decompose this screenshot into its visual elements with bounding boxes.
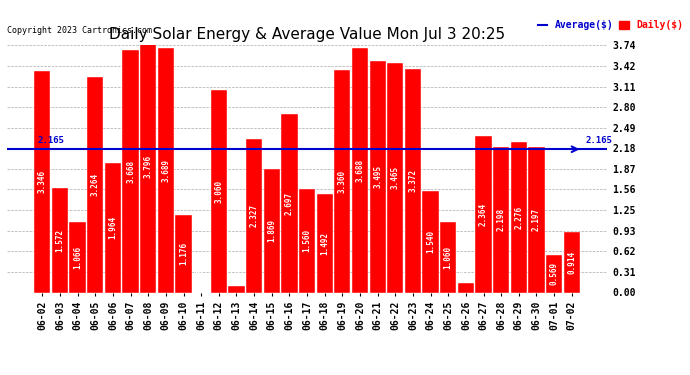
Bar [140, 41, 157, 292]
Legend: Average($), Daily($): Average($), Daily($) [538, 20, 683, 30]
Text: 1.964: 1.964 [108, 216, 117, 239]
Text: 2.198: 2.198 [497, 208, 506, 231]
Bar [105, 162, 121, 292]
Bar [422, 190, 439, 292]
Bar [52, 189, 68, 292]
Bar [457, 283, 474, 292]
Bar [387, 63, 404, 292]
Text: 0.569: 0.569 [550, 262, 559, 285]
Text: 3.060: 3.060 [215, 180, 224, 203]
Bar [264, 169, 280, 292]
Text: 1.176: 1.176 [179, 242, 188, 265]
Text: 2.165: 2.165 [586, 136, 613, 145]
Bar [475, 136, 492, 292]
Bar [493, 147, 509, 292]
Bar [122, 50, 139, 292]
Text: 0.103: 0.103 [232, 261, 241, 284]
Text: 0.143: 0.143 [462, 258, 471, 281]
Bar [317, 194, 333, 292]
Bar [210, 90, 227, 292]
Text: 3.668: 3.668 [126, 160, 135, 183]
Bar [87, 76, 104, 292]
Bar [158, 48, 174, 292]
Text: 1.060: 1.060 [444, 246, 453, 269]
Text: 3.495: 3.495 [373, 165, 382, 188]
Text: 3.465: 3.465 [391, 166, 400, 189]
Text: 3.372: 3.372 [408, 170, 417, 192]
Text: 3.796: 3.796 [144, 155, 152, 178]
Bar [546, 255, 562, 292]
Text: 2.197: 2.197 [532, 208, 541, 231]
Text: 3.264: 3.264 [91, 173, 100, 196]
Text: 2.165: 2.165 [37, 136, 64, 145]
Bar [282, 114, 297, 292]
Text: 3.346: 3.346 [38, 170, 47, 194]
Text: 2.276: 2.276 [514, 206, 523, 229]
Text: 3.360: 3.360 [338, 170, 347, 193]
Text: 0.914: 0.914 [567, 251, 576, 274]
Text: 1.560: 1.560 [302, 230, 312, 252]
Text: 0.000: 0.000 [197, 268, 206, 291]
Text: 3.689: 3.689 [161, 159, 170, 182]
Bar [70, 222, 86, 292]
Bar [228, 286, 244, 292]
Text: 2.697: 2.697 [285, 192, 294, 215]
Bar [246, 138, 262, 292]
Text: 2.364: 2.364 [479, 203, 488, 226]
Bar [334, 70, 351, 292]
Bar [370, 61, 386, 292]
Bar [175, 214, 192, 292]
Bar [511, 142, 527, 292]
Text: 1.492: 1.492 [320, 232, 329, 255]
Text: 2.327: 2.327 [250, 204, 259, 227]
Bar [352, 48, 368, 292]
Bar [529, 147, 544, 292]
Bar [405, 69, 421, 292]
Text: Copyright 2023 Cartronics.com: Copyright 2023 Cartronics.com [7, 26, 152, 35]
Bar [440, 222, 456, 292]
Text: 1.869: 1.869 [267, 219, 276, 242]
Text: 3.688: 3.688 [355, 159, 364, 182]
Bar [564, 232, 580, 292]
Bar [34, 71, 50, 292]
Text: 1.540: 1.540 [426, 230, 435, 253]
Bar [299, 189, 315, 292]
Text: 1.066: 1.066 [73, 246, 82, 269]
Title: Daily Solar Energy & Average Value Mon Jul 3 20:25: Daily Solar Energy & Average Value Mon J… [109, 27, 505, 42]
Text: 1.572: 1.572 [55, 229, 64, 252]
